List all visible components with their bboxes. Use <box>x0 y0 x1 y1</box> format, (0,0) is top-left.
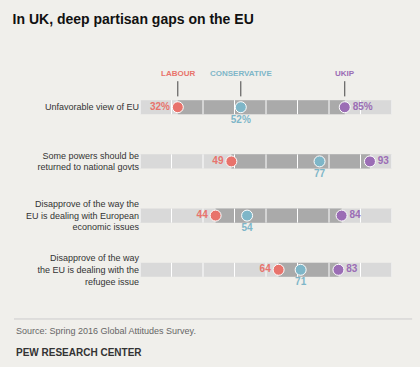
svg-text:44: 44 <box>197 209 209 220</box>
svg-text:49: 49 <box>212 155 224 166</box>
svg-text:64: 64 <box>260 263 272 274</box>
svg-text:PEW RESEARCH CENTER: PEW RESEARCH CENTER <box>16 347 142 358</box>
svg-text:Source: Spring 2016 Global Att: Source: Spring 2016 Global Attitudes Sur… <box>16 326 196 336</box>
svg-text:83: 83 <box>346 263 358 274</box>
svg-text:UKIP: UKIP <box>335 69 355 78</box>
svg-text:71: 71 <box>295 276 307 287</box>
svg-text:84: 84 <box>349 209 361 220</box>
svg-text:In UK, deep partisan gaps on t: In UK, deep partisan gaps on the EU <box>13 11 254 27</box>
svg-text:Some powers should bereturned: Some powers should bereturned to nationa… <box>37 151 139 173</box>
svg-text:CONSERVATIVE: CONSERVATIVE <box>210 69 272 78</box>
svg-text:93: 93 <box>378 155 390 166</box>
svg-text:Disapprove of the way theEU is: Disapprove of the way theEU is dealing w… <box>26 199 140 232</box>
svg-text:52%: 52% <box>231 114 251 125</box>
svg-text:54: 54 <box>242 222 254 233</box>
svg-text:LABOUR: LABOUR <box>161 69 195 78</box>
svg-text:Disapprove of the waythe EU is: Disapprove of the waythe EU is dealing w… <box>37 253 139 286</box>
svg-text:32%: 32% <box>150 101 170 112</box>
svg-text:85%: 85% <box>353 101 373 112</box>
svg-text:77: 77 <box>314 168 326 179</box>
svg-text:Unfavorable view of EU: Unfavorable view of EU <box>45 102 139 112</box>
